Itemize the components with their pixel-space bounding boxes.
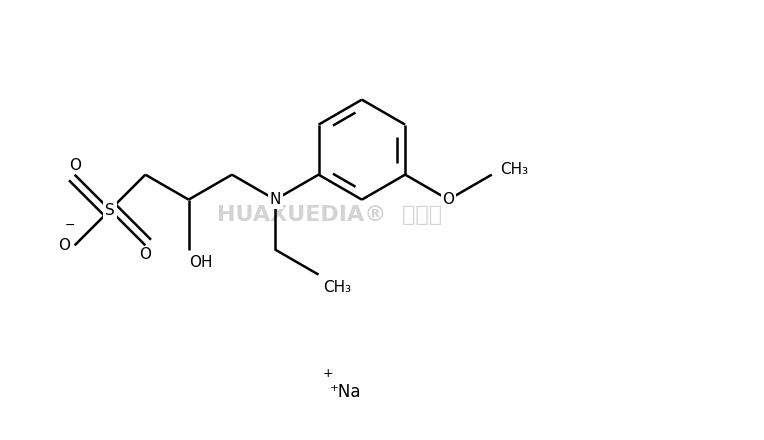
Text: O: O — [69, 158, 81, 172]
Text: CH₃: CH₃ — [500, 162, 528, 177]
Text: HUAXUEDIA®  化学加: HUAXUEDIA® 化学加 — [218, 205, 442, 225]
Text: O: O — [57, 238, 70, 253]
Text: O: O — [139, 247, 151, 262]
Text: OH: OH — [189, 255, 212, 270]
Text: −: − — [64, 220, 75, 232]
Text: O: O — [442, 192, 455, 207]
Text: S: S — [105, 202, 115, 217]
Text: CH₃: CH₃ — [324, 280, 351, 295]
Text: N: N — [270, 192, 281, 207]
Text: +: + — [322, 367, 333, 380]
Text: ⁺Na: ⁺Na — [330, 383, 361, 401]
